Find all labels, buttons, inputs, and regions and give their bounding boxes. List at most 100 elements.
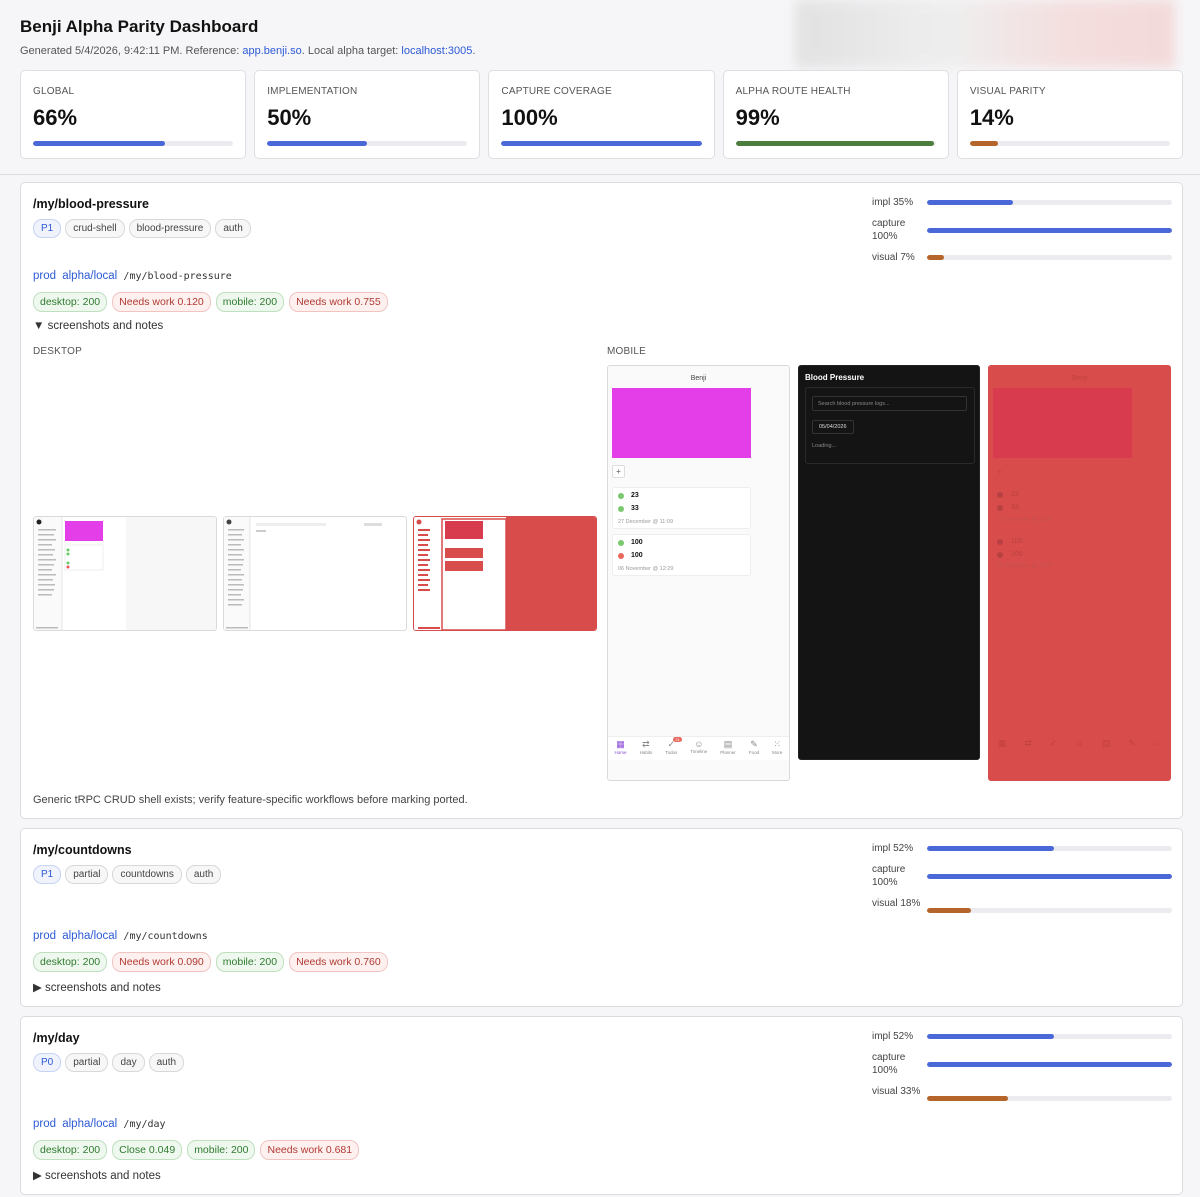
metric-value: 100% <box>501 105 558 130</box>
todo-badge: 21 <box>673 737 682 742</box>
prod-link[interactable]: prod <box>33 270 57 282</box>
visual-fill <box>927 1096 1008 1101</box>
mobile-screenshot-diff[interactable]: Benji + 23 33 27 December @ 11:09 100 10… <box>988 365 1171 781</box>
mobile-app-title: Benji <box>690 375 707 382</box>
route-links: prod alpha/local /my/countdowns <box>33 930 208 942</box>
status-tag: crud-shell <box>65 219 125 238</box>
capture-fill <box>927 1062 1172 1067</box>
alpha-date-field[interactable]: 05/04/2026 <box>812 420 854 434</box>
impl-fill <box>927 846 1055 851</box>
mobile-entry-card[interactable]: 100 100 06 November @ 12:29 <box>612 534 751 576</box>
nav-food[interactable]: ✎ Food <box>748 739 760 755</box>
feature-tag: countdowns <box>112 865 182 884</box>
nav-home[interactable]: ▦ Home <box>614 739 627 755</box>
route-card-countdowns: /my/countdowns P1 partial countdowns aut… <box>20 828 1183 1007</box>
route-card-day: /my/day P0 partial day auth prod alpha/l… <box>20 1016 1183 1195</box>
diff-dot-icon <box>997 492 1003 498</box>
metric-progress-bar <box>501 141 702 146</box>
nav-todos[interactable]: ✓ Todos 21 <box>665 737 682 755</box>
section-divider <box>0 174 1200 175</box>
mobile-entry-card[interactable]: 23 33 27 December @ 11:09 <box>612 487 751 529</box>
auth-tag: auth <box>215 219 251 238</box>
mobile-add-button[interactable]: + <box>612 465 625 478</box>
metric-label: GLOBAL <box>33 86 75 97</box>
local-target-link[interactable]: localhost:3005 <box>401 45 473 57</box>
diff-dot-icon <box>997 505 1003 511</box>
mobile-score-pill: Needs work 0.760 <box>289 952 388 972</box>
prod-link[interactable]: prod <box>33 930 57 942</box>
reference-link[interactable]: app.benji.so <box>242 45 302 57</box>
desktop-screenshot-diff[interactable] <box>413 516 597 631</box>
metric-progress-bar <box>33 141 234 146</box>
alpha-local-link[interactable]: alpha/local <box>62 930 118 942</box>
visual-fill <box>927 908 972 913</box>
metric-card-visual-parity: VISUAL PARITY 14% <box>956 70 1184 159</box>
priority-tag: P1 <box>33 865 62 884</box>
nav-more[interactable]: ⁙ More <box>772 739 783 755</box>
screenshots-toggle[interactable]: ▶ screenshots and notes <box>33 1170 161 1182</box>
status-pills: desktop: 200 Needs work 0.120 mobile: 20… <box>33 292 388 312</box>
desktop-score-pill: Needs work 0.090 <box>112 952 211 972</box>
page-header: Benji Alpha Parity Dashboard Generated 5… <box>20 17 475 57</box>
alpha-page-title: Blood Pressure <box>805 373 865 382</box>
desktop-screenshot-alpha[interactable] <box>223 516 407 631</box>
route-stat-bars: impl 35% capture 100% visual 7% <box>872 196 1172 272</box>
status-tag: partial <box>65 865 109 884</box>
impl-fill <box>927 1034 1055 1039</box>
route-links: prod alpha/local /my/day <box>33 1118 166 1130</box>
prod-link[interactable]: prod <box>33 1118 57 1130</box>
mobile-screenshot-alpha[interactable]: Blood Pressure Search blood pressure log… <box>798 365 980 760</box>
nav-habits[interactable]: ⇄ Habits <box>639 739 653 755</box>
alpha-search-input[interactable]: Search blood pressure logs... <box>812 396 967 411</box>
desktop-status-pill: desktop: 200 <box>33 292 108 312</box>
check-icon: ✓ <box>667 739 676 749</box>
screenshots-toggle[interactable]: ▼ screenshots and notes <box>33 320 164 332</box>
impl-fill <box>927 200 1013 205</box>
nav-planner[interactable]: ▤ Planner <box>720 739 736 755</box>
status-dot-icon <box>618 493 624 499</box>
visual-fill <box>927 255 945 260</box>
diff-app-title: Benji <box>1071 375 1088 382</box>
feature-tag: blood-pressure <box>128 219 212 238</box>
metric-label: IMPLEMENTATION <box>267 86 358 97</box>
route-card-blood-pressure: /my/blood-pressure P1 crud-shell blood-p… <box>20 182 1183 819</box>
page-title: Benji Alpha Parity Dashboard <box>20 17 259 36</box>
nav-timeline[interactable]: ☺ Timeline <box>690 739 708 754</box>
mobile-hero-block <box>612 388 751 458</box>
priority-tag: P0 <box>33 1053 62 1072</box>
mobile-score-pill: Needs work 0.681 <box>260 1140 360 1160</box>
route-path: /my/blood-pressure <box>123 271 232 282</box>
metric-value: 14% <box>969 105 1014 130</box>
route-note: Generic tRPC CRUD shell exists; verify f… <box>33 794 468 806</box>
impl-stat: impl 52% <box>872 1030 1172 1043</box>
diff-dot-icon <box>997 552 1003 558</box>
calendar-icon: ▤ <box>723 739 733 749</box>
metric-fill <box>735 141 934 146</box>
route-title: /my/countdowns <box>33 843 132 857</box>
metric-label: VISUAL PARITY <box>969 86 1046 97</box>
route-tags: P1 crud-shell blood-pressure auth <box>33 219 251 238</box>
check-icon: ✓ <box>1049 738 1058 748</box>
status-dot-icon <box>618 506 624 512</box>
impl-stat: impl 52% <box>872 842 1172 855</box>
mobile-status-pill: mobile: 200 <box>215 292 285 312</box>
metric-fill <box>33 141 166 146</box>
repeat-icon: ⇄ <box>642 739 650 749</box>
desktop-screenshot-prod[interactable] <box>33 516 217 631</box>
alpha-local-link[interactable]: alpha/local <box>62 1118 118 1130</box>
alpha-local-link[interactable]: alpha/local <box>62 270 118 282</box>
pen-icon: ✎ <box>750 739 758 749</box>
auth-tag: auth <box>148 1053 185 1072</box>
mobile-screenshot-prod[interactable]: Benji + 23 33 27 December @ 11:09 100 10… <box>607 365 790 781</box>
desktop-status-pill: desktop: 200 <box>33 1140 108 1160</box>
repeat-icon: ⇄ <box>1024 738 1032 748</box>
route-tags: P1 partial countdowns auth <box>33 865 222 884</box>
capture-stat: capture 100% <box>872 1051 1172 1077</box>
status-dot-icon <box>618 553 624 559</box>
metric-fill <box>969 141 998 146</box>
screenshots-toggle[interactable]: ▶ screenshots and notes <box>33 982 161 994</box>
route-links: prod alpha/local /my/blood-pressure <box>33 270 232 282</box>
metric-progress-bar <box>969 141 1171 146</box>
metric-value: 50% <box>267 105 312 130</box>
people-icon: ☺ <box>694 739 704 749</box>
